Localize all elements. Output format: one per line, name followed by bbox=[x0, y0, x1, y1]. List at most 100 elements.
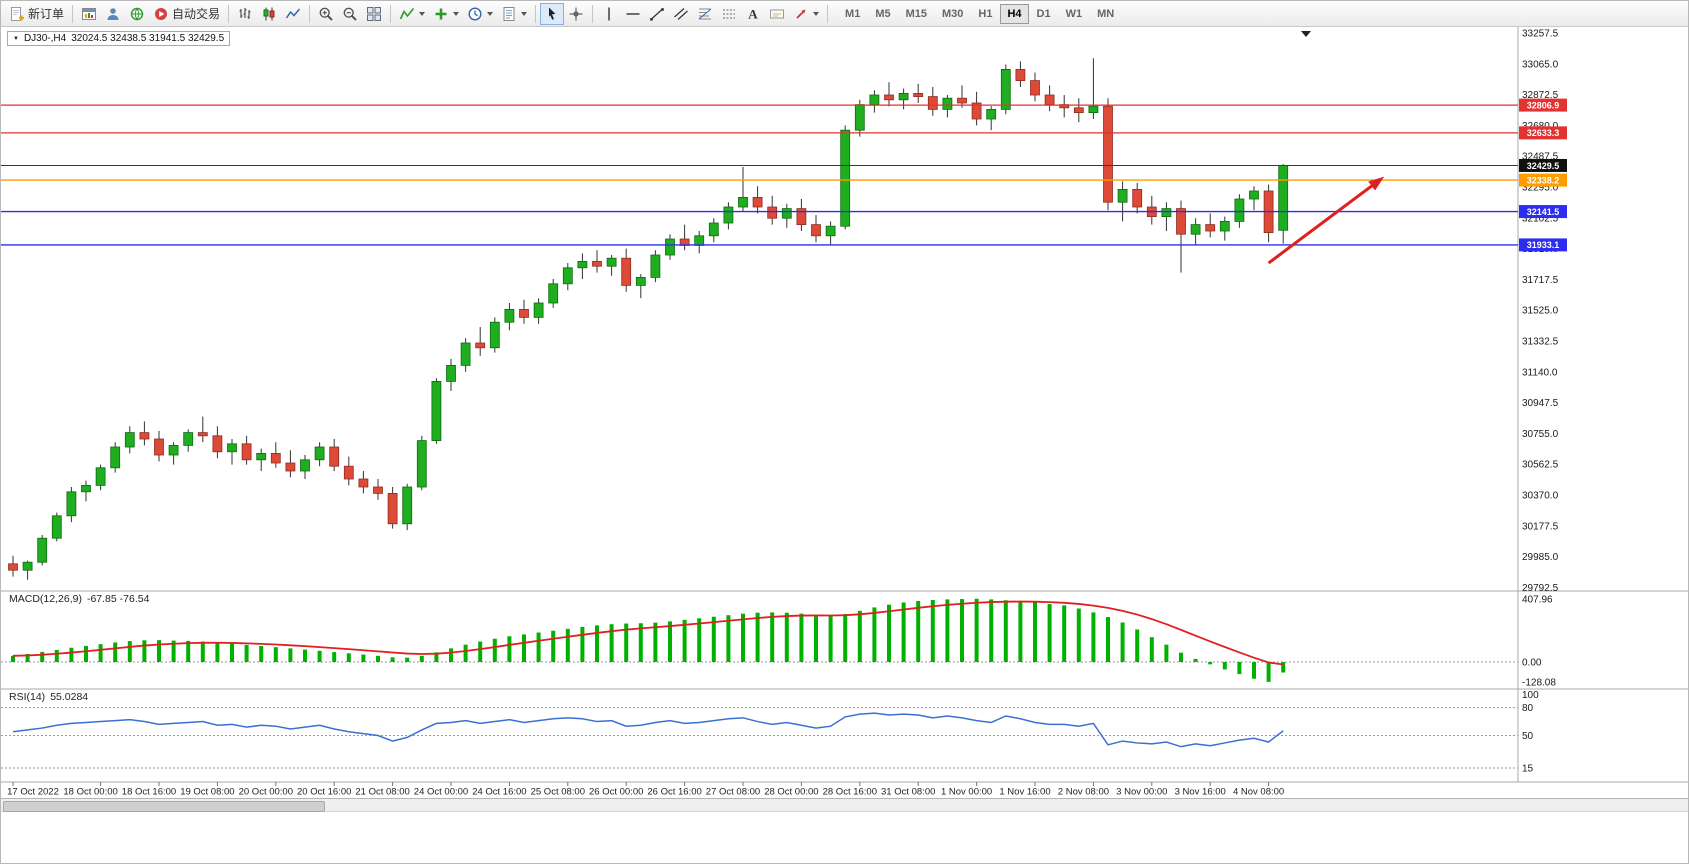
svg-text:20 Oct 16:00: 20 Oct 16:00 bbox=[297, 787, 351, 798]
channel-button[interactable] bbox=[669, 3, 693, 25]
trendline-button[interactable] bbox=[645, 3, 669, 25]
tile-windows-button[interactable] bbox=[362, 3, 386, 25]
rsi-line bbox=[12, 712, 1284, 748]
toolbar-separator bbox=[72, 4, 74, 23]
scrollbar-thumb[interactable] bbox=[3, 801, 325, 812]
rsi-pane: 100 80 50 15 bbox=[1, 690, 1539, 775]
timeframe-bar: M1 M5 M15 M30 H1 H4 D1 W1 MN bbox=[838, 3, 1121, 24]
add-indicator-button[interactable] bbox=[429, 3, 463, 25]
svg-text:31 Oct 08:00: 31 Oct 08:00 bbox=[881, 787, 935, 798]
macd-pane: 407.96 0.00 -128.08 bbox=[1, 594, 1556, 688]
cursor-icon bbox=[549, 7, 556, 20]
svg-text:28 Oct 00:00: 28 Oct 00:00 bbox=[764, 787, 818, 798]
svg-text:32806.9: 32806.9 bbox=[1527, 100, 1560, 110]
svg-text:-128.08: -128.08 bbox=[1522, 677, 1556, 688]
candle-chart-button[interactable] bbox=[257, 3, 281, 25]
hatch-icon bbox=[723, 9, 736, 18]
svg-text:21 Oct 08:00: 21 Oct 08:00 bbox=[355, 787, 409, 798]
timeframe-m30[interactable]: M30 bbox=[935, 4, 970, 24]
svg-text:32102.5: 32102.5 bbox=[1522, 213, 1559, 224]
zoom-in-button[interactable] bbox=[314, 3, 338, 25]
timeframe-m15[interactable]: M15 bbox=[899, 4, 934, 24]
trend-arrow-annotation[interactable] bbox=[1267, 176, 1385, 265]
periods-button[interactable] bbox=[463, 3, 497, 25]
svg-text:50: 50 bbox=[1522, 731, 1534, 742]
price-tag bbox=[1519, 98, 1567, 112]
chart-canvas[interactable]: 33257.533065.032872.532680.032487.532295… bbox=[1, 27, 1689, 798]
svg-text:15: 15 bbox=[1522, 764, 1534, 775]
svg-text:31933.1: 31933.1 bbox=[1527, 240, 1560, 250]
horizontal-line-button[interactable] bbox=[621, 3, 645, 25]
templates-button[interactable] bbox=[497, 3, 531, 25]
market-button[interactable] bbox=[125, 3, 149, 25]
svg-text:24 Oct 00:00: 24 Oct 00:00 bbox=[414, 787, 468, 798]
candles-icon bbox=[263, 7, 275, 20]
line-chart-button[interactable] bbox=[281, 3, 305, 25]
ohlc-bars-icon bbox=[239, 7, 251, 19]
axes bbox=[1, 27, 1688, 783]
svg-text:32429.5: 32429.5 bbox=[1527, 161, 1560, 171]
zoom-out-icon bbox=[343, 7, 357, 21]
svg-text:19 Oct 08:00: 19 Oct 08:00 bbox=[180, 787, 234, 798]
timeframe-m1[interactable]: M1 bbox=[838, 4, 867, 24]
fibonacci-button[interactable] bbox=[693, 3, 717, 25]
svg-text:32633.3: 32633.3 bbox=[1527, 128, 1560, 138]
chart-symbol-label[interactable]: ▼ DJ30-,H4 32024.5 32438.5 31941.5 32429… bbox=[7, 31, 231, 46]
text-label-button[interactable] bbox=[765, 3, 789, 25]
arrow-symbol-icon bbox=[796, 9, 806, 19]
toolbar-separator bbox=[228, 4, 230, 23]
svg-text:407.96: 407.96 bbox=[1522, 594, 1553, 605]
timeframe-m5[interactable]: M5 bbox=[868, 4, 897, 24]
grid-lines-button[interactable] bbox=[717, 3, 741, 25]
svg-text:4 Nov 08:00: 4 Nov 08:00 bbox=[1233, 787, 1284, 798]
svg-text:31717.5: 31717.5 bbox=[1522, 275, 1559, 286]
time-axis-labels: 17 Oct 2022 18 Oct 00:00 18 Oct 16:00 19 Oc… bbox=[7, 782, 1284, 798]
horizontal-scrollbar[interactable] bbox=[1, 798, 1688, 812]
vertical-line-button[interactable] bbox=[597, 3, 621, 25]
zoom-in-icon bbox=[319, 7, 333, 21]
price-tag bbox=[1519, 205, 1567, 219]
svg-text:0.00: 0.00 bbox=[1522, 658, 1542, 669]
timeframe-d1[interactable]: D1 bbox=[1030, 4, 1058, 24]
bar-chart-button[interactable] bbox=[233, 3, 257, 25]
collapse-arrow-icon: ▼ bbox=[13, 35, 19, 42]
indicators-button[interactable] bbox=[395, 3, 429, 25]
svg-text:3 Nov 16:00: 3 Nov 16:00 bbox=[1175, 787, 1226, 798]
dropdown-caret-icon bbox=[419, 11, 426, 16]
line-chart-icon bbox=[285, 8, 301, 18]
svg-text:31140.0: 31140.0 bbox=[1522, 367, 1558, 378]
text-button[interactable]: A bbox=[741, 3, 765, 25]
new-order-button-label: 新订单 bbox=[28, 7, 65, 21]
channel-icon bbox=[674, 7, 688, 20]
vline-icon bbox=[608, 7, 610, 20]
chart-symbol-timeframe: DJ30-,H4 bbox=[23, 33, 67, 44]
timeframe-mn[interactable]: MN bbox=[1090, 4, 1121, 24]
indicator-zigzag-icon bbox=[399, 7, 415, 19]
svg-text:32141.5: 32141.5 bbox=[1527, 207, 1560, 217]
svg-text:26 Oct 00:00: 26 Oct 00:00 bbox=[589, 787, 643, 798]
svg-text:30562.5: 30562.5 bbox=[1522, 460, 1559, 471]
arrows-button[interactable] bbox=[789, 3, 823, 25]
svg-text:30755.0: 30755.0 bbox=[1522, 429, 1559, 440]
accounts-button[interactable] bbox=[101, 3, 125, 25]
crosshair-button[interactable] bbox=[564, 3, 588, 25]
svg-text:26 Oct 16:00: 26 Oct 16:00 bbox=[647, 787, 701, 798]
svg-text:20 Oct 00:00: 20 Oct 00:00 bbox=[239, 787, 293, 798]
auto-trading-button[interactable]: 自动交易 bbox=[149, 3, 224, 25]
chart-ohlc-values: 32024.5 32438.5 31941.5 32429.5 bbox=[71, 33, 225, 44]
new-order-button[interactable]: 新订单 bbox=[5, 3, 68, 25]
charts-profile-button[interactable] bbox=[77, 3, 101, 25]
price-tag bbox=[1519, 126, 1567, 140]
svg-text:80: 80 bbox=[1522, 703, 1534, 714]
timeframe-h1[interactable]: H1 bbox=[971, 4, 999, 24]
price-tag bbox=[1519, 238, 1567, 252]
timeframe-w1[interactable]: W1 bbox=[1059, 4, 1090, 24]
auto-trading-button-label: 自动交易 bbox=[172, 7, 221, 21]
svg-text:31332.5: 31332.5 bbox=[1522, 337, 1559, 348]
chart-end-marker-icon bbox=[1301, 31, 1311, 37]
trendline-icon bbox=[650, 7, 664, 21]
svg-text:32338.2: 32338.2 bbox=[1527, 175, 1560, 185]
timeframe-h4[interactable]: H4 bbox=[1000, 3, 1029, 24]
cursor-button[interactable] bbox=[540, 2, 565, 25]
zoom-out-button[interactable] bbox=[338, 3, 362, 25]
